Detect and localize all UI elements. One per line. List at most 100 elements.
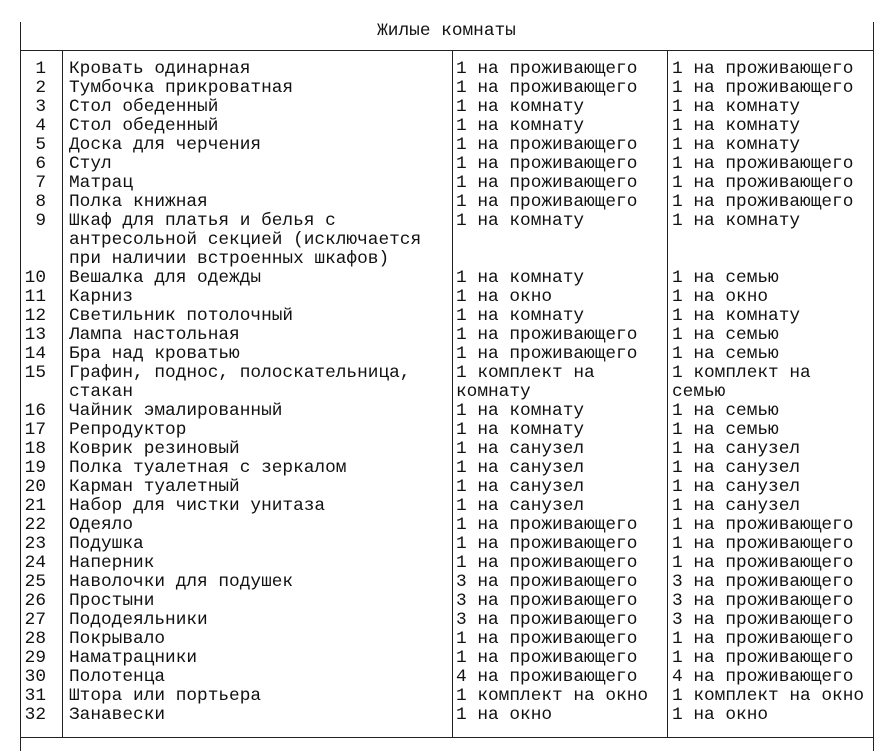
- table-row: 31 Штора или портьера 1 комплект на окно 1 …: [0, 687, 890, 706]
- item-name: Светильник потолочный: [69, 306, 294, 326]
- table-row: 12 Светильник потолочный 1 на комнату 1 на …: [0, 307, 890, 326]
- norm-family: 1 на семью: [672, 401, 779, 421]
- norm-single: 1 на проживающего: [456, 78, 638, 98]
- column-divider-3: [667, 50, 668, 737]
- table-row: 10 Вешалка для одежды 1 на комнату 1 на сем…: [0, 269, 890, 288]
- item-name: Простыни: [69, 591, 155, 611]
- norm-single: 1 на комнату: [456, 306, 585, 326]
- norm-family: 3 на проживающего: [672, 572, 854, 592]
- row-number: 18: [24, 439, 46, 459]
- item-name: Подушка: [69, 534, 144, 554]
- item-name: Занавески: [69, 705, 166, 725]
- row-number: 27: [24, 610, 46, 630]
- item-name: Репродуктор: [69, 420, 187, 440]
- item-name: Коврик резиновый: [69, 439, 240, 459]
- row-number: 3: [35, 97, 46, 117]
- row-number: 28: [24, 629, 46, 649]
- item-name: Наволочки для подушек: [69, 572, 294, 592]
- norm-family: 1 комплект на окно: [672, 686, 865, 706]
- norm-single: 1 на проживающего: [456, 553, 638, 573]
- item-name: Карниз: [69, 287, 134, 307]
- row-number: 11: [24, 287, 46, 307]
- norm-single: 1 на проживающего: [456, 344, 638, 364]
- norm-single: 3 на проживающего: [456, 572, 638, 592]
- table-row: 27 Пододеяльники 3 на проживающего 3 на про…: [0, 611, 890, 630]
- row-number: 30: [24, 667, 46, 687]
- row-number: 23: [24, 534, 46, 554]
- norm-single: 4 на проживающего: [456, 667, 638, 687]
- item-name: Стул: [69, 154, 112, 174]
- norm-single: 1 на санузел: [456, 496, 585, 516]
- item-name: Одеяло: [69, 515, 134, 535]
- norm-single: 3 на проживающего: [456, 610, 638, 630]
- table-row: 8 Полка книжная 1 на проживающего 1 на прож…: [0, 193, 890, 212]
- norm-single: 1 на проживающего: [456, 173, 638, 193]
- table-row: 16 Чайник эмалированный 1 на комнату 1 на с…: [0, 402, 890, 421]
- norm-single: 1 на проживающего: [456, 59, 638, 79]
- table-row: 28 Покрывало 1 на проживающего 1 на прожива…: [0, 630, 890, 649]
- table-row: 4 Стол обеденный 1 на комнату 1 на комнату: [0, 117, 890, 136]
- norm-family: 1 на проживающего: [672, 648, 854, 668]
- item-name: Наперник: [69, 553, 155, 573]
- norm-family: 1 на комнату: [672, 116, 801, 136]
- table-row: 15 Графин, поднос, полоскательница, стака…: [0, 364, 890, 402]
- row-number: 5: [35, 135, 46, 155]
- norm-single: 1 на комнату: [456, 211, 585, 231]
- table-row: 19 Полка туалетная с зеркалом 1 на санузел…: [0, 459, 890, 478]
- row-number: 14: [24, 344, 46, 364]
- norm-family: 1 на семью: [672, 268, 779, 288]
- item-name: Чайник эмалированный: [69, 401, 283, 421]
- row-number: 8: [35, 192, 46, 212]
- norm-family: 1 на окно: [672, 705, 769, 725]
- table-row: 2 Тумбочка прикроватная 1 на проживающего 1…: [0, 79, 890, 98]
- row-number: 13: [24, 325, 46, 345]
- norm-family: 1 на санузел: [672, 477, 801, 497]
- table-row: 22 Одеяло 1 на проживающего 1 на проживающе…: [0, 516, 890, 535]
- row-number: 12: [24, 306, 46, 326]
- item-name: Вешалка для одежды: [69, 268, 262, 288]
- item-name: Полотенца: [69, 667, 166, 687]
- table-row: 25 Наволочки для подушек 3 на проживающего…: [0, 573, 890, 592]
- norm-single: 1 на окно: [456, 287, 553, 307]
- table-row: 18 Коврик резиновый 1 на санузел 1 на сануз…: [0, 440, 890, 459]
- row-number: 4: [35, 116, 46, 136]
- norm-single: 1 комплект на комнату: [456, 363, 595, 402]
- bottom-divider: [20, 737, 874, 738]
- row-number: 25: [24, 572, 46, 592]
- norm-single: 1 на проживающего: [456, 154, 638, 174]
- furniture-table: 1 Кровать одинарная 1 на проживающего 1 на …: [0, 60, 890, 725]
- norm-family: 1 на комнату: [672, 135, 801, 155]
- norm-family: 1 на проживающего: [672, 173, 854, 193]
- item-name: Кровать одинарная: [69, 59, 251, 79]
- norm-single: 1 на проживающего: [456, 629, 638, 649]
- table-row: 23 Подушка 1 на проживающего 1 на проживающ…: [0, 535, 890, 554]
- row-number: 24: [24, 553, 46, 573]
- row-number: 19: [24, 458, 46, 478]
- section-title: Жилые комнаты: [377, 21, 516, 41]
- row-number: 1: [35, 59, 46, 79]
- norm-family: 4 на проживающего: [672, 667, 854, 687]
- table-row: 26 Простыни 3 на проживающего 3 на проживаю…: [0, 592, 890, 611]
- norm-family: 1 на проживающего: [672, 192, 854, 212]
- norm-family: 1 на проживающего: [672, 59, 854, 79]
- item-name: Шкаф для платья и белья с антресольной с…: [69, 211, 422, 269]
- row-number: 31: [24, 686, 46, 706]
- item-name: Графин, поднос, полоскательница, стакан: [69, 363, 411, 402]
- norm-single: 3 на проживающего: [456, 591, 638, 611]
- row-number: 26: [24, 591, 46, 611]
- norm-family: 1 на проживающего: [672, 78, 854, 98]
- column-divider-2: [452, 50, 453, 737]
- norm-single: 1 на комнату: [456, 401, 585, 421]
- row-number: 22: [24, 515, 46, 535]
- norm-family: 1 на комнату: [672, 211, 801, 231]
- item-name: Доска для черчения: [69, 135, 262, 155]
- item-name: Полка туалетная с зеркалом: [69, 458, 347, 478]
- row-number: 10: [24, 268, 46, 288]
- norm-family: 1 на комнату: [672, 97, 801, 117]
- item-name: Наматрацники: [69, 648, 198, 668]
- item-name: Тумбочка прикроватная: [69, 78, 294, 98]
- norm-single: 1 на проживающего: [456, 534, 638, 554]
- row-number: 2: [35, 78, 46, 98]
- norm-single: 1 на проживающего: [456, 648, 638, 668]
- norm-single: 1 на комнату: [456, 268, 585, 288]
